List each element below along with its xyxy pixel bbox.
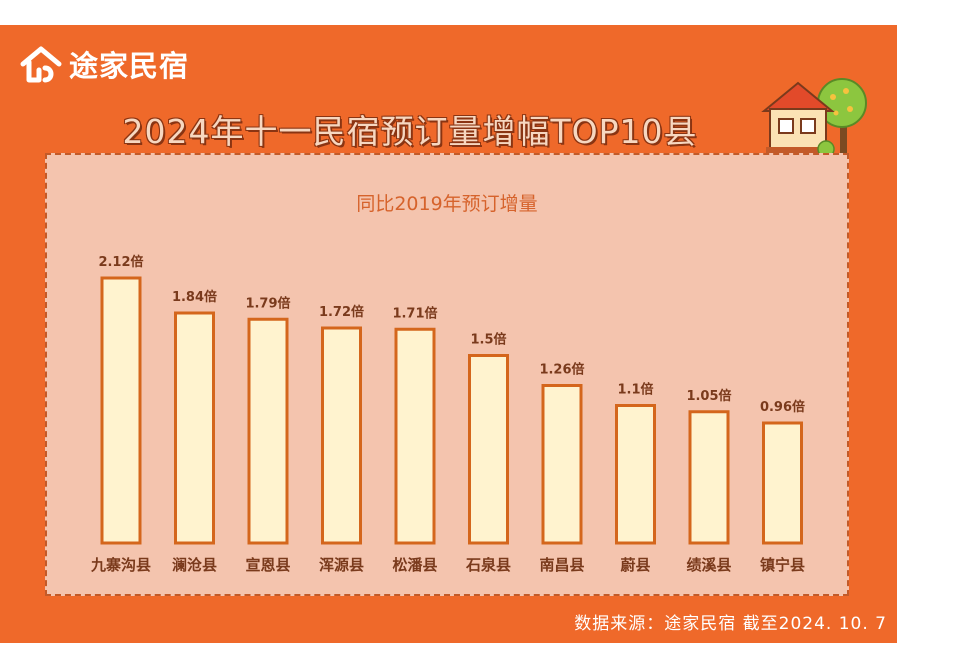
bar-3 bbox=[247, 317, 289, 545]
bar-value-label: 1.26倍 bbox=[539, 362, 584, 378]
bar-4 bbox=[321, 326, 362, 545]
category-label: 石泉县 bbox=[465, 556, 511, 574]
category-label: 南昌县 bbox=[539, 556, 584, 574]
bar-value-label: 1.84倍 bbox=[172, 289, 217, 305]
brand-name: 途家民宿 bbox=[69, 49, 190, 83]
category-label: 镇宁县 bbox=[760, 556, 805, 574]
bar-6 bbox=[468, 354, 509, 545]
brand-logo: 途家民宿 bbox=[19, 44, 189, 84]
bar-10 bbox=[762, 421, 803, 545]
bar-1 bbox=[100, 276, 142, 545]
bar-value-label: 0.96倍 bbox=[760, 399, 805, 415]
poster-background: 途家民宿 2024年十一民宿预订量增幅TOP10县 同比2019年预订增量 2.… bbox=[0, 25, 897, 643]
bar-value-label: 1.05倍 bbox=[686, 388, 731, 404]
category-label: 九寨沟县 bbox=[90, 556, 151, 574]
bar-8 bbox=[615, 404, 656, 545]
bar-7 bbox=[541, 384, 583, 545]
bar-value-label: 1.5倍 bbox=[470, 332, 506, 348]
category-label: 蔚县 bbox=[620, 556, 650, 574]
data-source: 数据来源：途家民宿 截至2024. 10. 7 bbox=[574, 614, 887, 634]
category-label: 澜沧县 bbox=[172, 556, 217, 574]
category-label: 宣恩县 bbox=[245, 556, 290, 574]
page-title: 2024年十一民宿预订量增幅TOP10县 bbox=[122, 112, 698, 151]
chart-panel: 同比2019年预订增量 2.12倍九寨沟县 1.84倍澜沧县 1.79倍宣恩县 1.7… bbox=[45, 153, 849, 596]
house-tree-illustration bbox=[761, 78, 867, 158]
bar-5 bbox=[394, 327, 436, 545]
bar-9 bbox=[688, 410, 730, 545]
house-logo-icon bbox=[20, 46, 62, 83]
chart-title: 同比2019年预订增量 bbox=[356, 193, 538, 215]
bar-value-label: 2.12倍 bbox=[98, 254, 143, 270]
bar-value-label: 1.72倍 bbox=[319, 304, 364, 320]
category-label: 浑源县 bbox=[319, 556, 364, 574]
category-label: 绩溪县 bbox=[686, 556, 731, 574]
bar-value-label: 1.71倍 bbox=[392, 305, 437, 321]
bar-2 bbox=[174, 311, 215, 545]
bar-value-label: 1.1倍 bbox=[617, 382, 653, 398]
category-label: 松潘县 bbox=[392, 556, 437, 574]
bar-value-label: 1.79倍 bbox=[245, 295, 290, 311]
